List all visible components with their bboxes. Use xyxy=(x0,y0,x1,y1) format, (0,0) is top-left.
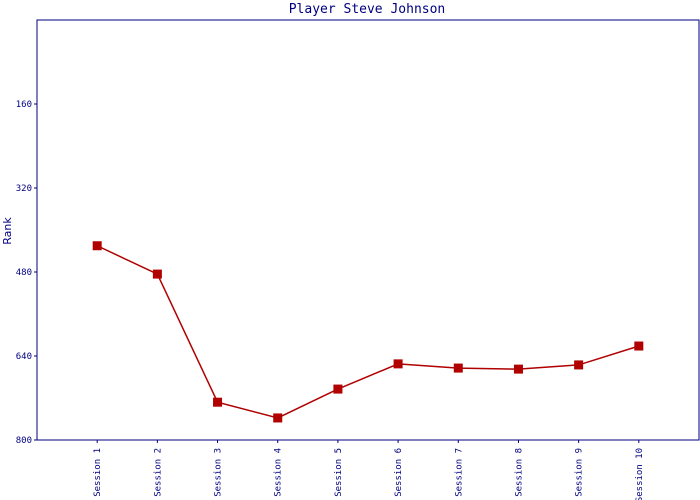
plot-frame xyxy=(36,19,700,441)
x-tick-label: Session 6 xyxy=(394,448,404,497)
y-axis-label: Rank xyxy=(1,217,14,245)
point-marker xyxy=(634,341,644,351)
point-marker xyxy=(273,413,283,423)
x-tick-label: Session 8 xyxy=(514,448,524,497)
y-tick-label: 800 xyxy=(16,436,32,446)
series-line xyxy=(96,245,640,419)
y-tick-label: 640 xyxy=(16,352,32,362)
x-tick-label: Session 2 xyxy=(153,448,163,497)
point-marker xyxy=(92,241,102,251)
point-marker xyxy=(513,364,523,374)
y-tick-label: 320 xyxy=(16,184,32,194)
y-tick-label: 480 xyxy=(16,268,32,278)
point-marker xyxy=(213,397,223,407)
x-tick-label: Session 3 xyxy=(214,448,224,497)
x-tick-label: Session 1 xyxy=(93,448,103,497)
point-marker xyxy=(574,360,584,370)
x-tick-label: Session 10 xyxy=(635,448,645,500)
chart-title: Player Steve Johnson xyxy=(289,2,446,17)
point-marker xyxy=(152,269,162,279)
y-tick-label: 160 xyxy=(16,100,32,110)
x-tick-label: Session 4 xyxy=(274,448,284,497)
point-marker xyxy=(453,363,463,373)
x-tick-label: Session 9 xyxy=(575,448,585,497)
point-marker xyxy=(393,359,403,369)
x-tick-label: Session 5 xyxy=(334,448,344,497)
point-marker xyxy=(333,384,343,394)
x-tick-label: Session 7 xyxy=(454,448,464,497)
